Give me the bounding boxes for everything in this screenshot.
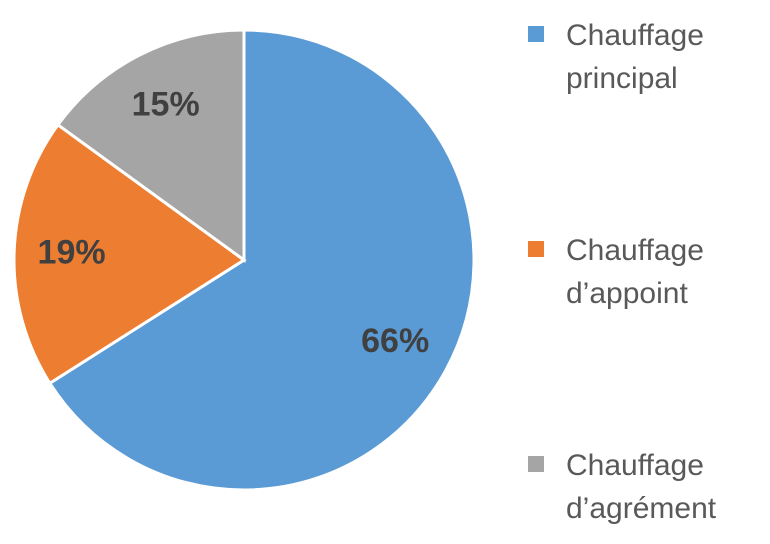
pie-slice	[47, 28, 476, 492]
data-label: 66%	[361, 322, 429, 360]
legend-label: Chauffage d’appoint	[566, 234, 704, 310]
legend-item: Chauffage d’appoint	[528, 229, 758, 315]
data-label: 15%	[132, 85, 200, 123]
pie: 66% 19% 15%	[12, 28, 476, 492]
legend-swatch	[528, 241, 544, 257]
pie-slice	[55, 28, 246, 263]
pie-slice	[12, 122, 247, 386]
legend-label: Chauffage d’agrément	[566, 449, 717, 525]
data-label: 19%	[38, 234, 106, 272]
legend-label: Chauffage principal	[566, 19, 704, 95]
legend-item: Chauffage d’agrément	[528, 444, 758, 530]
legend-item: Chauffage principal	[528, 14, 758, 100]
legend-swatch	[528, 26, 544, 42]
legend-swatch	[528, 456, 544, 472]
